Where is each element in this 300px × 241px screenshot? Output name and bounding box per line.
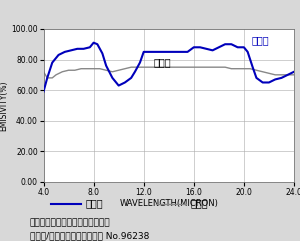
Text: 備長炭: 備長炭 xyxy=(154,58,171,68)
Text: 森修焼: 森修焼 xyxy=(251,35,269,45)
Text: （測定/遠赤外線応用研究会） No.96238: （測定/遠赤外線応用研究会） No.96238 xyxy=(30,231,149,240)
Text: 森修焼: 森修焼 xyxy=(85,199,103,209)
X-axis label: WAVELENGTH(MICRON): WAVELENGTH(MICRON) xyxy=(119,199,218,208)
Text: フーリエ変換型赤外線分光光度計: フーリエ変換型赤外線分光光度計 xyxy=(30,218,111,227)
Text: 備長炭: 備長炭 xyxy=(190,199,208,209)
Y-axis label: EMISIVITY(%): EMISIVITY(%) xyxy=(0,80,8,131)
